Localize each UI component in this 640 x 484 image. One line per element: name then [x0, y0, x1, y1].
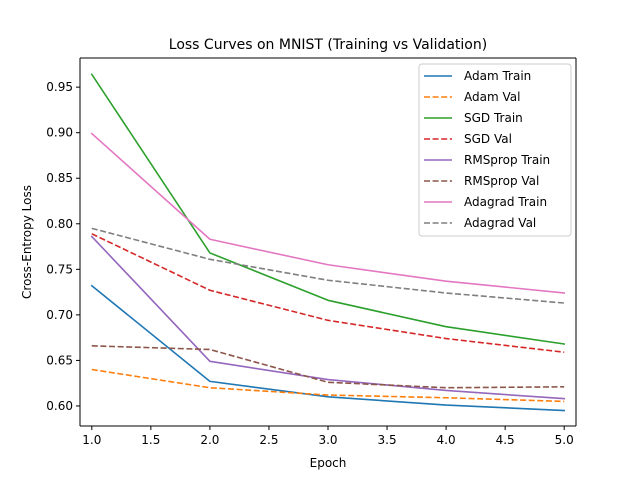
legend-frame	[418, 63, 572, 237]
legend: Adam Train Adam Val SGD Train SGD Val RMSpro…	[418, 63, 572, 237]
series-line-sgd-val	[91, 233, 565, 354]
x-axis-label: Epoch	[310, 456, 347, 470]
series-line-adam-train	[90, 284, 566, 412]
y-tick-label: 0.85	[46, 171, 73, 185]
chart-title: Loss Curves on MNIST (Training vs Valida…	[169, 37, 487, 53]
x-tick-label: 1.0	[82, 433, 101, 447]
series-line-rmsprop-val	[91, 345, 565, 389]
x-tick-label: 4.5	[496, 433, 515, 447]
series-line-adagrad-train	[90, 132, 566, 294]
legend-label-adam-val: Adam Val	[464, 90, 520, 104]
legend-label-adam-train: Adam Train	[464, 69, 531, 83]
x-tick-label: 2.0	[200, 433, 219, 447]
y-tick-label: 0.60	[46, 399, 73, 413]
y-tick-label: 0.90	[46, 126, 73, 140]
series-line-sgd-train	[90, 73, 566, 345]
x-tick-label: 3.0	[318, 433, 337, 447]
y-tick-label: 0.65	[46, 353, 73, 367]
series-line-adam-val	[91, 368, 565, 403]
x-tick-label: 2.5	[259, 433, 278, 447]
legend-label-sgd-train: SGD Train	[464, 111, 523, 125]
legend-label-rmsprop-val: RMSprop Val	[464, 174, 539, 188]
y-tick-label: 0.80	[46, 217, 73, 231]
x-tick-label: 1.5	[141, 433, 160, 447]
legend-label-rmsprop-train: RMSprop Train	[464, 153, 550, 167]
legend-items: Adam Train Adam Val SGD Train SGD Val RMSpro…	[424, 69, 550, 230]
legend-label-adagrad-train: Adagrad Train	[464, 195, 547, 209]
series-layer	[90, 73, 566, 412]
x-tick-label: 4.0	[437, 433, 456, 447]
y-tick-label: 0.95	[46, 80, 73, 94]
series-line-rmsprop-train	[90, 235, 566, 400]
legend-label-adagrad-val: Adagrad Val	[464, 216, 536, 230]
y-axis-ticks: 0.60 0.65 0.70 0.75 0.80 0.85 0.90 0.95	[46, 80, 80, 413]
legend-label-sgd-val: SGD Val	[464, 132, 512, 146]
x-axis-ticks: 1.0 1.5 2.0 2.5 3.0 3.5 4.0 4.5 5.0	[82, 426, 574, 447]
y-tick-label: 0.75	[46, 262, 73, 276]
x-tick-label: 3.5	[378, 433, 397, 447]
x-tick-label: 5.0	[555, 433, 574, 447]
y-axis-label: Cross-Entropy Loss	[20, 185, 34, 299]
y-tick-label: 0.70	[46, 308, 73, 322]
series-line-adagrad-val	[91, 227, 565, 304]
